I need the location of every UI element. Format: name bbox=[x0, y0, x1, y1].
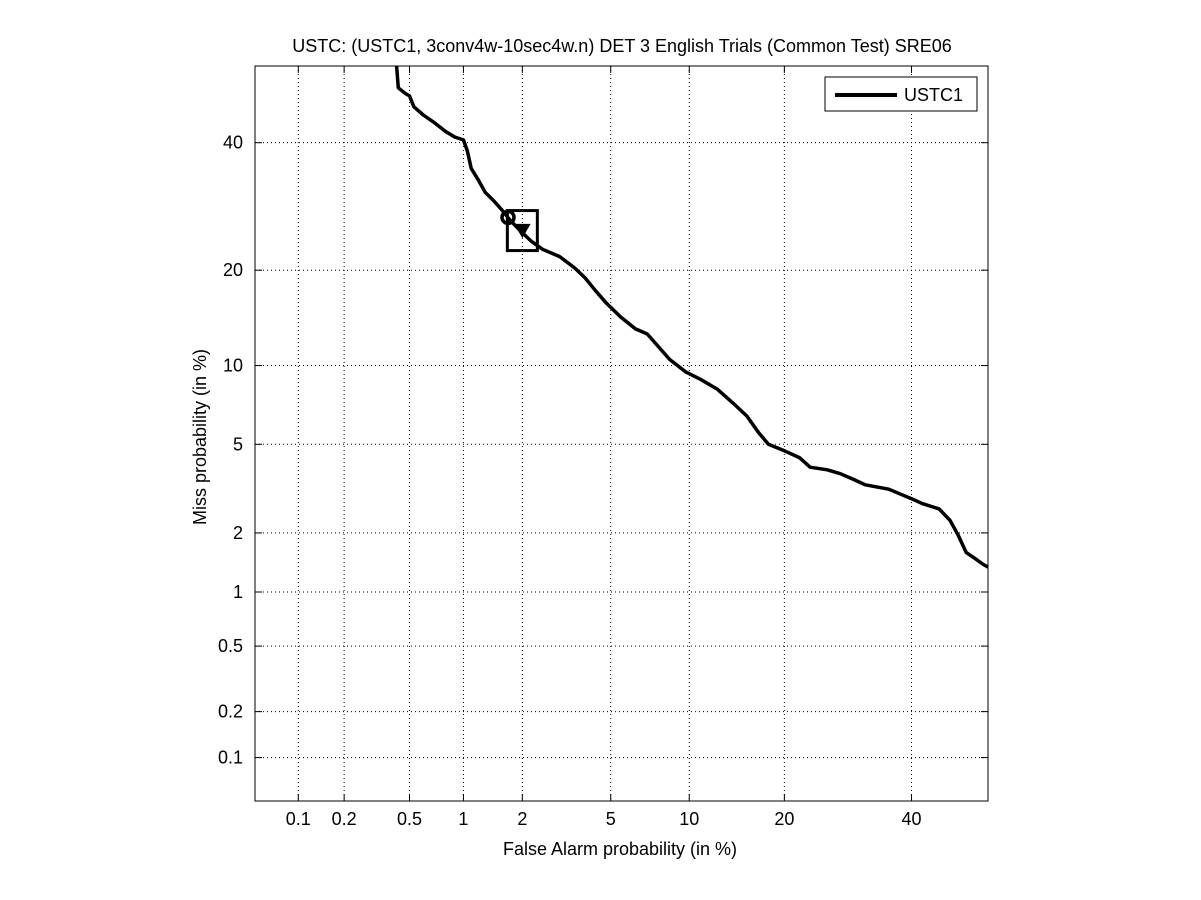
y-tick-label: 40 bbox=[223, 133, 243, 153]
x-tick-label: 0.5 bbox=[397, 809, 422, 829]
legend-label-ustc1: USTC1 bbox=[904, 85, 963, 105]
y-tick-label: 5 bbox=[233, 434, 243, 454]
plot-area bbox=[254, 65, 989, 802]
y-tick-label: 0.2 bbox=[218, 702, 243, 722]
y-axis-label: Miss probability (in %) bbox=[190, 349, 210, 525]
series-layer bbox=[394, 65, 989, 569]
x-tick-label: 40 bbox=[902, 809, 922, 829]
chart-title: USTC: (USTC1, 3conv4w-10sec4w.n) DET 3 E… bbox=[292, 36, 952, 56]
x-tick-label: 0.2 bbox=[332, 809, 357, 829]
y-tick-label: 20 bbox=[223, 260, 243, 280]
actual-dcf-triangle-marker bbox=[514, 223, 531, 239]
x-tick-label: 2 bbox=[517, 809, 527, 829]
y-tick-label: 1 bbox=[233, 582, 243, 602]
axis-ticks: 0.1 0.2 0.5 1 2 5 10 20 40 0.1 0.2 0.5 1 2 5 10 20 40 bbox=[218, 66, 988, 829]
x-axis-label: False Alarm probability (in %) bbox=[503, 839, 737, 859]
x-tick-label: 1 bbox=[458, 809, 468, 829]
y-tick-label: 0.5 bbox=[218, 636, 243, 656]
x-tick-label: 10 bbox=[679, 809, 699, 829]
marker-layer bbox=[500, 209, 539, 253]
series-line-ustc1 bbox=[394, 65, 989, 569]
legend: USTC1 bbox=[824, 76, 978, 112]
x-tick-label: 5 bbox=[606, 809, 616, 829]
y-tick-label: 10 bbox=[223, 356, 243, 376]
y-tick-label: 2 bbox=[233, 523, 243, 543]
x-tick-label: 20 bbox=[774, 809, 794, 829]
grid bbox=[255, 66, 988, 801]
y-tick-label: 0.1 bbox=[218, 748, 243, 768]
x-tick-label: 0.1 bbox=[286, 809, 311, 829]
actual-dcf-square-marker bbox=[505, 209, 539, 253]
